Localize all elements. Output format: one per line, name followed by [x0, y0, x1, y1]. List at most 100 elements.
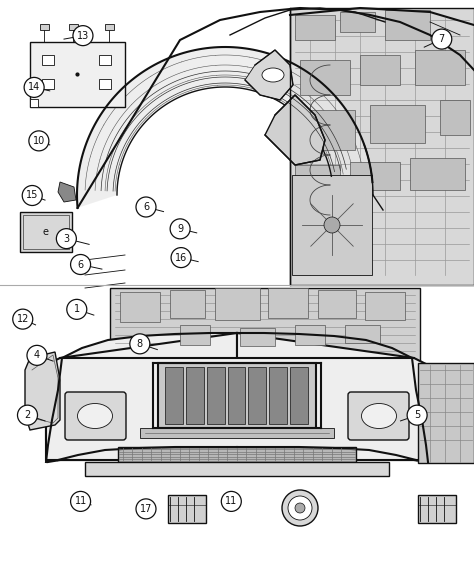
- Bar: [23, 215, 69, 249]
- Bar: [105, 24, 114, 30]
- Polygon shape: [46, 333, 428, 462]
- Bar: [410, 158, 465, 190]
- Polygon shape: [58, 182, 76, 202]
- Bar: [292, 175, 372, 275]
- FancyBboxPatch shape: [348, 392, 409, 440]
- Bar: [180, 325, 210, 345]
- Text: 17: 17: [140, 504, 152, 514]
- Circle shape: [324, 217, 340, 233]
- Bar: [415, 50, 465, 85]
- Bar: [295, 15, 335, 40]
- Bar: [110, 288, 420, 363]
- Text: 13: 13: [77, 30, 89, 41]
- Bar: [440, 100, 470, 135]
- Bar: [360, 55, 400, 85]
- Bar: [340, 12, 375, 32]
- Text: 5: 5: [414, 410, 420, 420]
- Bar: [165, 367, 183, 424]
- Text: 8: 8: [137, 339, 143, 349]
- Bar: [99, 79, 111, 89]
- Circle shape: [27, 346, 47, 365]
- Text: 2: 2: [24, 410, 31, 420]
- Text: 1: 1: [74, 304, 80, 315]
- Bar: [269, 367, 287, 424]
- Bar: [30, 42, 125, 107]
- Text: 3: 3: [64, 233, 69, 244]
- Bar: [370, 105, 425, 143]
- Text: 12: 12: [17, 314, 29, 324]
- Bar: [42, 55, 54, 65]
- Bar: [140, 428, 334, 438]
- Polygon shape: [30, 99, 38, 107]
- Bar: [42, 79, 54, 89]
- Bar: [418, 495, 456, 523]
- Circle shape: [29, 131, 49, 151]
- Bar: [186, 367, 204, 424]
- Bar: [295, 165, 340, 195]
- Text: 11: 11: [225, 496, 237, 507]
- Circle shape: [24, 78, 44, 97]
- Circle shape: [170, 219, 190, 239]
- Ellipse shape: [78, 404, 112, 428]
- Bar: [385, 10, 430, 40]
- Ellipse shape: [362, 404, 396, 428]
- Circle shape: [13, 309, 33, 329]
- Text: 10: 10: [33, 136, 45, 146]
- Bar: [268, 288, 308, 318]
- Circle shape: [18, 405, 37, 425]
- Polygon shape: [237, 333, 428, 462]
- Circle shape: [282, 490, 318, 526]
- Circle shape: [295, 503, 305, 513]
- Bar: [207, 367, 225, 424]
- Bar: [20, 212, 72, 252]
- Circle shape: [56, 229, 76, 248]
- Text: 11: 11: [74, 496, 87, 507]
- Bar: [300, 60, 350, 95]
- Text: 7: 7: [438, 34, 445, 44]
- Text: 9: 9: [177, 224, 183, 234]
- Bar: [120, 292, 160, 322]
- Circle shape: [136, 197, 156, 217]
- Text: 6: 6: [143, 202, 149, 212]
- Circle shape: [171, 248, 191, 267]
- Bar: [295, 110, 355, 150]
- Bar: [318, 290, 356, 318]
- Bar: [248, 367, 266, 424]
- Circle shape: [73, 26, 93, 45]
- Bar: [295, 325, 325, 345]
- Circle shape: [432, 29, 452, 49]
- Bar: [418, 363, 474, 463]
- Bar: [215, 288, 260, 320]
- Bar: [85, 462, 389, 476]
- Circle shape: [221, 492, 241, 511]
- Bar: [158, 363, 316, 428]
- Circle shape: [288, 496, 312, 520]
- Bar: [290, 367, 308, 424]
- Polygon shape: [25, 352, 60, 430]
- Circle shape: [22, 186, 42, 205]
- Text: 16: 16: [175, 252, 187, 263]
- Bar: [290, 8, 474, 285]
- Polygon shape: [46, 333, 237, 462]
- Circle shape: [71, 255, 91, 274]
- Circle shape: [71, 492, 91, 511]
- Text: e: e: [43, 227, 49, 237]
- Circle shape: [136, 499, 156, 519]
- FancyBboxPatch shape: [65, 392, 126, 440]
- Bar: [0, 285, 474, 575]
- Bar: [99, 55, 111, 65]
- Bar: [168, 495, 206, 523]
- Bar: [240, 328, 275, 346]
- Bar: [365, 292, 405, 320]
- Bar: [345, 325, 380, 343]
- Polygon shape: [265, 95, 325, 165]
- Polygon shape: [77, 47, 373, 208]
- Polygon shape: [46, 358, 428, 460]
- Bar: [69, 24, 78, 30]
- Bar: [170, 290, 205, 318]
- Text: 4: 4: [34, 350, 40, 361]
- Ellipse shape: [262, 68, 284, 82]
- Text: 15: 15: [26, 190, 38, 201]
- Bar: [0, 0, 474, 285]
- Text: 14: 14: [28, 82, 40, 93]
